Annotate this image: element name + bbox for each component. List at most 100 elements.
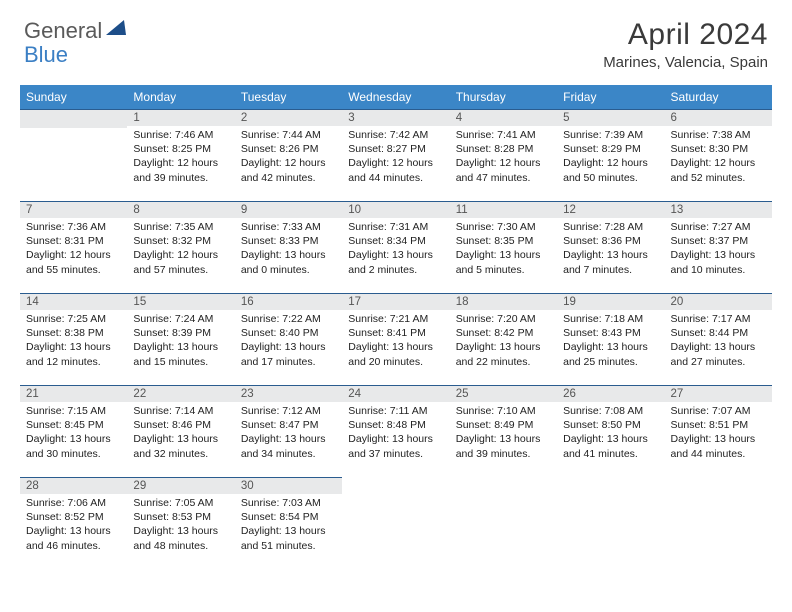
sunrise-line: Sunrise: 7:42 AM (348, 128, 443, 142)
sunset-line: Sunset: 8:45 PM (26, 418, 121, 432)
daylight-line-2: and 44 minutes. (348, 171, 443, 185)
day-data: Sunrise: 7:07 AMSunset: 8:51 PMDaylight:… (665, 402, 772, 465)
sunrise-line: Sunrise: 7:17 AM (671, 312, 766, 326)
calendar-cell: 25Sunrise: 7:10 AMSunset: 8:49 PMDayligh… (450, 386, 557, 478)
calendar-cell: 7Sunrise: 7:36 AMSunset: 8:31 PMDaylight… (20, 202, 127, 294)
day-data: Sunrise: 7:08 AMSunset: 8:50 PMDaylight:… (557, 402, 664, 465)
page-title: April 2024 (603, 18, 768, 52)
daylight-line-2: and 22 minutes. (456, 355, 551, 369)
day-number: 18 (450, 294, 557, 310)
sunrise-line: Sunrise: 7:38 AM (671, 128, 766, 142)
daylight-line-1: Daylight: 12 hours (241, 156, 336, 170)
day-data: Sunrise: 7:22 AMSunset: 8:40 PMDaylight:… (235, 310, 342, 373)
day-data: Sunrise: 7:25 AMSunset: 8:38 PMDaylight:… (20, 310, 127, 373)
daylight-line-2: and 10 minutes. (671, 263, 766, 277)
day-number: 21 (20, 386, 127, 402)
day-number: 14 (20, 294, 127, 310)
daylight-line-2: and 47 minutes. (456, 171, 551, 185)
calendar-cell: 10Sunrise: 7:31 AMSunset: 8:34 PMDayligh… (342, 202, 449, 294)
calendar-cell: 2Sunrise: 7:44 AMSunset: 8:26 PMDaylight… (235, 110, 342, 202)
daylight-line-1: Daylight: 13 hours (26, 432, 121, 446)
day-number: 22 (127, 386, 234, 402)
calendar-cell: 27Sunrise: 7:07 AMSunset: 8:51 PMDayligh… (665, 386, 772, 478)
day-number: 5 (557, 110, 664, 126)
calendar-week-row: 7Sunrise: 7:36 AMSunset: 8:31 PMDaylight… (20, 202, 772, 294)
calendar-cell: 30Sunrise: 7:03 AMSunset: 8:54 PMDayligh… (235, 478, 342, 570)
sunrise-line: Sunrise: 7:27 AM (671, 220, 766, 234)
daylight-line-1: Daylight: 13 hours (26, 340, 121, 354)
day-data: Sunrise: 7:11 AMSunset: 8:48 PMDaylight:… (342, 402, 449, 465)
sunset-line: Sunset: 8:51 PM (671, 418, 766, 432)
calendar-cell: 20Sunrise: 7:17 AMSunset: 8:44 PMDayligh… (665, 294, 772, 386)
day-number: 12 (557, 202, 664, 218)
calendar-cell: 5Sunrise: 7:39 AMSunset: 8:29 PMDaylight… (557, 110, 664, 202)
sunrise-line: Sunrise: 7:11 AM (348, 404, 443, 418)
calendar-week-row: 28Sunrise: 7:06 AMSunset: 8:52 PMDayligh… (20, 478, 772, 570)
sunrise-line: Sunrise: 7:18 AM (563, 312, 658, 326)
calendar-cell: 11Sunrise: 7:30 AMSunset: 8:35 PMDayligh… (450, 202, 557, 294)
daylight-line-2: and 17 minutes. (241, 355, 336, 369)
calendar-cell: 26Sunrise: 7:08 AMSunset: 8:50 PMDayligh… (557, 386, 664, 478)
sunset-line: Sunset: 8:46 PM (133, 418, 228, 432)
sunset-line: Sunset: 8:26 PM (241, 142, 336, 156)
daylight-line-2: and 32 minutes. (133, 447, 228, 461)
daylight-line-2: and 2 minutes. (348, 263, 443, 277)
sunrise-line: Sunrise: 7:46 AM (133, 128, 228, 142)
calendar-cell: 14Sunrise: 7:25 AMSunset: 8:38 PMDayligh… (20, 294, 127, 386)
sunrise-line: Sunrise: 7:06 AM (26, 496, 121, 510)
daylight-line-2: and 12 minutes. (26, 355, 121, 369)
day-data: Sunrise: 7:33 AMSunset: 8:33 PMDaylight:… (235, 218, 342, 281)
day-number: 8 (127, 202, 234, 218)
daylight-line-2: and 20 minutes. (348, 355, 443, 369)
sunset-line: Sunset: 8:36 PM (563, 234, 658, 248)
daylight-line-1: Daylight: 13 hours (241, 340, 336, 354)
day-number: 7 (20, 202, 127, 218)
daylight-line-2: and 44 minutes. (671, 447, 766, 461)
daylight-line-1: Daylight: 13 hours (671, 340, 766, 354)
day-data: Sunrise: 7:14 AMSunset: 8:46 PMDaylight:… (127, 402, 234, 465)
daylight-line-2: and 5 minutes. (456, 263, 551, 277)
day-number: 28 (20, 478, 127, 494)
sunrise-line: Sunrise: 7:10 AM (456, 404, 551, 418)
calendar-cell: 9Sunrise: 7:33 AMSunset: 8:33 PMDaylight… (235, 202, 342, 294)
day-number: 11 (450, 202, 557, 218)
daylight-line-2: and 52 minutes. (671, 171, 766, 185)
daylight-line-2: and 37 minutes. (348, 447, 443, 461)
sunset-line: Sunset: 8:44 PM (671, 326, 766, 340)
sunset-line: Sunset: 8:29 PM (563, 142, 658, 156)
header: General April 2024 Marines, Valencia, Sp… (0, 0, 792, 79)
sunrise-line: Sunrise: 7:44 AM (241, 128, 336, 142)
day-data: Sunrise: 7:30 AMSunset: 8:35 PMDaylight:… (450, 218, 557, 281)
calendar-week-row: 21 Sunrise: 7:15 AMSunset: 8:45 PMDayligh… (20, 386, 772, 478)
daylight-line-2: and 51 minutes. (241, 539, 336, 553)
daylight-line-2: and 57 minutes. (133, 263, 228, 277)
calendar-cell: 29Sunrise: 7:05 AMSunset: 8:53 PMDayligh… (127, 478, 234, 570)
weekday-header: Tuesday (235, 85, 342, 110)
daylight-line-2: and 50 minutes. (563, 171, 658, 185)
sunrise-line: Sunrise: 7:15 AM (26, 404, 121, 418)
sunrise-line: Sunrise: 7:28 AM (563, 220, 658, 234)
calendar-cell (342, 478, 449, 570)
daylight-line-1: Daylight: 13 hours (671, 248, 766, 262)
sunset-line: Sunset: 8:38 PM (26, 326, 121, 340)
day-data: Sunrise: 7:27 AMSunset: 8:37 PMDaylight:… (665, 218, 772, 281)
sunset-line: Sunset: 8:28 PM (456, 142, 551, 156)
day-data: Sunrise: 7:39 AMSunset: 8:29 PMDaylight:… (557, 126, 664, 189)
calendar-cell (450, 478, 557, 570)
calendar-cell (20, 110, 127, 202)
day-data: Sunrise: 7:18 AMSunset: 8:43 PMDaylight:… (557, 310, 664, 373)
sunset-line: Sunset: 8:30 PM (671, 142, 766, 156)
logo-text-blue: Blue (24, 42, 68, 67)
daylight-line-2: and 27 minutes. (671, 355, 766, 369)
sunset-line: Sunset: 8:39 PM (133, 326, 228, 340)
weekday-row: SundayMondayTuesdayWednesdayThursdayFrid… (20, 85, 772, 110)
day-number: 9 (235, 202, 342, 218)
day-number: 6 (665, 110, 772, 126)
calendar-cell: 16Sunrise: 7:22 AMSunset: 8:40 PMDayligh… (235, 294, 342, 386)
sunrise-line: Sunrise: 7:36 AM (26, 220, 121, 234)
day-data: Sunrise: 7:46 AMSunset: 8:25 PMDaylight:… (127, 126, 234, 189)
day-number: 3 (342, 110, 449, 126)
day-number: 19 (557, 294, 664, 310)
day-data: Sunrise: 7:38 AMSunset: 8:30 PMDaylight:… (665, 126, 772, 189)
sunset-line: Sunset: 8:54 PM (241, 510, 336, 524)
